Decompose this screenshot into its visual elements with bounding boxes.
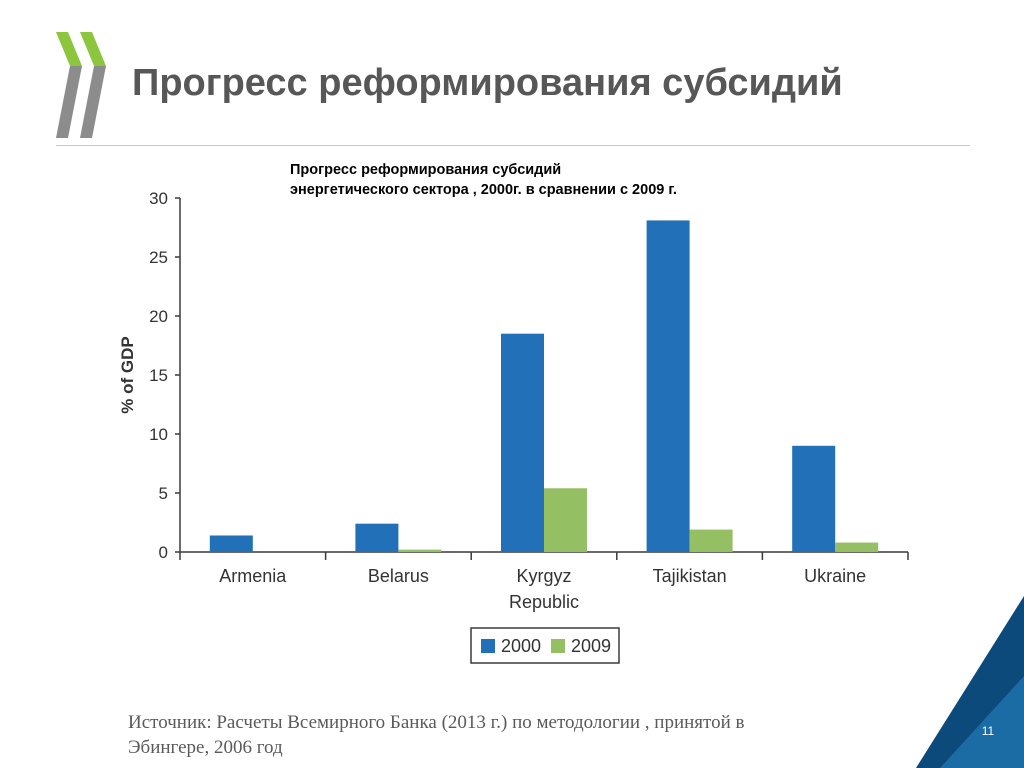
bar-2000 [792,445,836,552]
y-axis-title: % of GDP [118,336,137,413]
source-note: Источник: Расчеты Всемирного Банка (2013… [128,710,888,760]
legend-swatch-2009 [551,639,565,653]
chart-caption-line-1: Прогресс реформирования субсидий [290,162,562,178]
double-chevron-logo-icon [56,32,106,138]
bar-2000 [209,535,253,552]
x-tick-label: Kyrgyz [516,566,571,586]
bar-2000 [646,220,690,553]
bar-2000 [355,523,399,552]
bar-2009 [835,542,879,552]
y-tick-label: 0 [159,543,168,562]
page-number: 11 [981,724,995,738]
legend-label: 2009 [571,636,611,656]
legend-box [470,627,620,664]
x-tick-label: Belarus [368,566,429,586]
chart-caption: Прогресс реформирования субсидий энергет… [290,160,677,200]
x-tick-label: Republic [509,592,579,612]
legend-swatch-2000 [481,639,495,653]
bar-2009 [398,549,442,552]
y-tick-label: 15 [149,366,168,385]
y-tick-label: 25 [149,248,168,267]
chart-caption-line-2: энергетического сектора , 2000г. в сравн… [290,182,677,198]
legend-label: 2000 [501,636,541,656]
source-note-line-2: Эбингере, 2006 год [128,737,283,758]
y-tick-label: 10 [149,425,168,444]
bar-2009 [544,488,587,552]
bar-chart: 0 5 10 15 20 25 30 % of GDP Armenia Belarus Kyrgyz… [118,189,909,664]
x-tick-label: Ukraine [804,566,866,586]
bar-2000 [501,333,544,552]
bar-2009 [689,529,733,552]
x-tick-label: Armenia [219,566,287,586]
x-tick-label: Tajikistan [653,566,727,586]
y-tick-label: 5 [159,484,168,503]
title-divider [56,145,970,146]
y-tick-label: 30 [149,189,168,208]
y-tick-label: 20 [149,307,168,326]
source-note-line-1: Источник: Расчеты Всемирного Банка (2013… [128,712,745,733]
slide-title: Прогресс реформирования субсидий [132,62,843,104]
